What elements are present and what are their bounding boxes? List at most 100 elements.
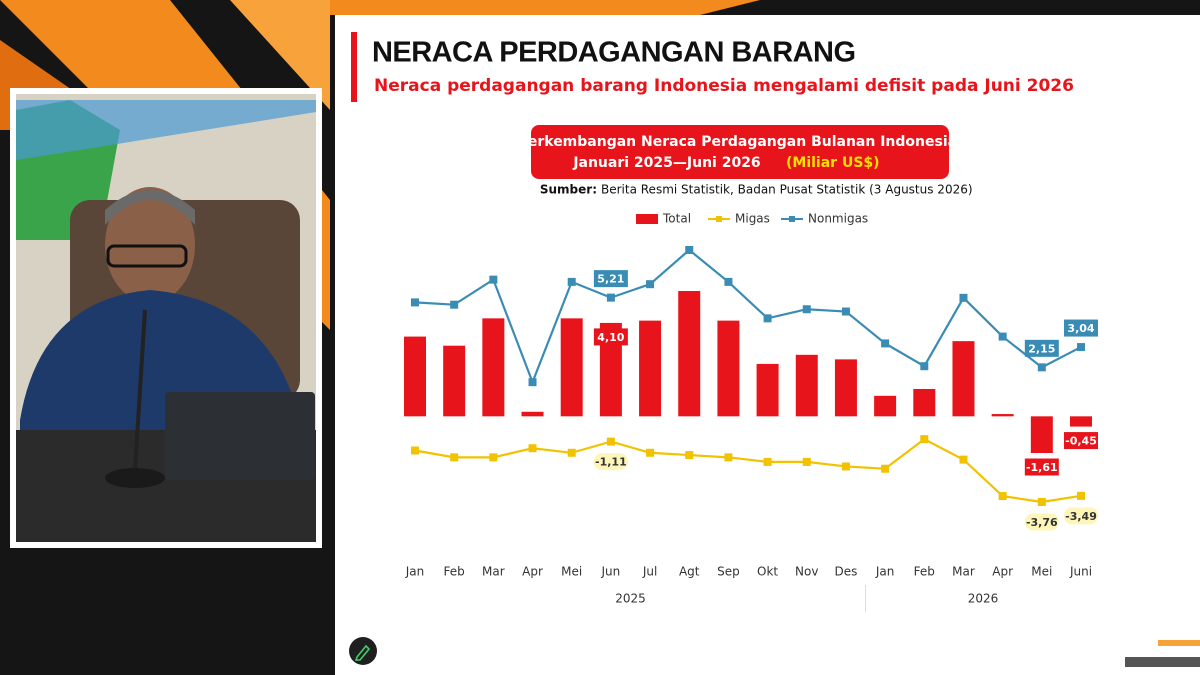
data-label: -3,49 — [1065, 510, 1097, 523]
x-tick-label: Jan — [405, 565, 425, 579]
point — [411, 446, 419, 455]
title-accent — [351, 32, 357, 102]
point — [802, 305, 811, 314]
data-label: 4,10 — [597, 331, 624, 344]
x-tick-label: Feb — [444, 565, 465, 579]
legend-swatch — [789, 216, 795, 222]
x-tick-label: Des — [835, 565, 858, 579]
line — [414, 248, 1082, 386]
edit-button[interactable] — [349, 637, 377, 665]
data-label: -1,11 — [595, 456, 627, 469]
stripe — [230, 0, 330, 110]
legend-label: Nonmigas — [808, 212, 868, 226]
point — [959, 293, 968, 302]
x-tick-label: Jun — [601, 565, 621, 579]
chart-title: Januari 2025—Juni 2026 — [572, 155, 760, 171]
x-tick-label: Agt — [679, 565, 700, 579]
data-label: -1,61 — [1026, 461, 1058, 474]
x-group-label: 2025 — [615, 592, 646, 606]
chart-title-box — [531, 125, 949, 179]
corner-bar — [1125, 657, 1200, 667]
point — [489, 275, 498, 284]
speaker-video — [10, 88, 322, 548]
data-label-box — [1064, 507, 1098, 525]
point — [646, 448, 655, 457]
bar — [1030, 416, 1053, 454]
x-tick-label: Jan — [875, 565, 895, 579]
stripe — [330, 0, 760, 15]
data-label: -3,76 — [1026, 516, 1058, 529]
point — [411, 298, 419, 307]
point — [763, 314, 772, 323]
data-label-box — [593, 270, 628, 288]
bar — [834, 359, 857, 417]
corner-bar — [1158, 640, 1200, 646]
slide-title: NERACA PERDAGANGAN BARANG — [372, 37, 856, 69]
data-label-box — [1024, 458, 1059, 476]
bar — [717, 320, 740, 417]
x-tick-label: Apr — [992, 565, 1013, 579]
point — [724, 453, 733, 462]
legend-swatch — [636, 214, 658, 224]
x-tick-label: Mar — [482, 565, 505, 579]
point — [920, 435, 929, 444]
point — [528, 378, 537, 387]
chart-title: Perkembangan Neraca Perdagangan Bulanan … — [518, 134, 963, 150]
data-label-box — [1024, 513, 1059, 531]
data-label-box — [1064, 432, 1098, 450]
line — [414, 437, 1082, 504]
x-tick-label: Mei — [561, 565, 582, 579]
point — [685, 451, 694, 460]
point — [606, 293, 615, 302]
legend-label: Migas — [735, 212, 770, 226]
microphone — [133, 309, 147, 471]
bar — [678, 291, 701, 417]
point — [881, 464, 890, 473]
bar — [404, 336, 426, 417]
bar — [991, 414, 1014, 417]
source-label: Sumber: — [540, 183, 597, 197]
point — [920, 362, 929, 371]
point — [450, 453, 459, 462]
x-tick-label: Feb — [914, 565, 935, 579]
point — [841, 307, 850, 316]
point — [1077, 343, 1085, 352]
bar — [443, 345, 466, 417]
data-label-box — [1064, 319, 1098, 337]
data-label-box — [593, 453, 628, 471]
data-label: 2,15 — [1028, 342, 1055, 355]
x-tick-label: Sep — [717, 565, 740, 579]
point — [489, 453, 498, 462]
legend-label: Total — [662, 212, 691, 226]
bar — [874, 395, 897, 417]
slide-subtitle: Neraca perdagangan barang Indonesia meng… — [374, 76, 1074, 96]
point — [450, 300, 459, 309]
point — [881, 339, 890, 348]
point — [724, 277, 733, 286]
bar — [560, 318, 583, 417]
edit-icon — [354, 644, 371, 661]
hair — [105, 190, 195, 225]
legend-swatch — [716, 216, 722, 222]
mic-base — [105, 468, 165, 488]
bar — [952, 341, 975, 417]
x-group-label: 2026 — [968, 592, 999, 606]
wall-logo — [16, 100, 316, 160]
bar — [1070, 416, 1092, 427]
point — [802, 457, 811, 466]
data-label-box — [593, 328, 628, 346]
x-tick-label: Nov — [795, 565, 818, 579]
x-tick-label: Okt — [757, 565, 778, 579]
point — [646, 280, 655, 289]
point — [763, 457, 772, 466]
point — [998, 492, 1007, 501]
point — [841, 462, 850, 471]
point — [567, 448, 576, 457]
x-tick-label: Juni — [1069, 565, 1092, 579]
data-label: -0,45 — [1065, 435, 1097, 448]
data-label-box — [1024, 339, 1059, 357]
x-tick-label: Jul — [642, 565, 657, 579]
bar — [795, 354, 818, 417]
